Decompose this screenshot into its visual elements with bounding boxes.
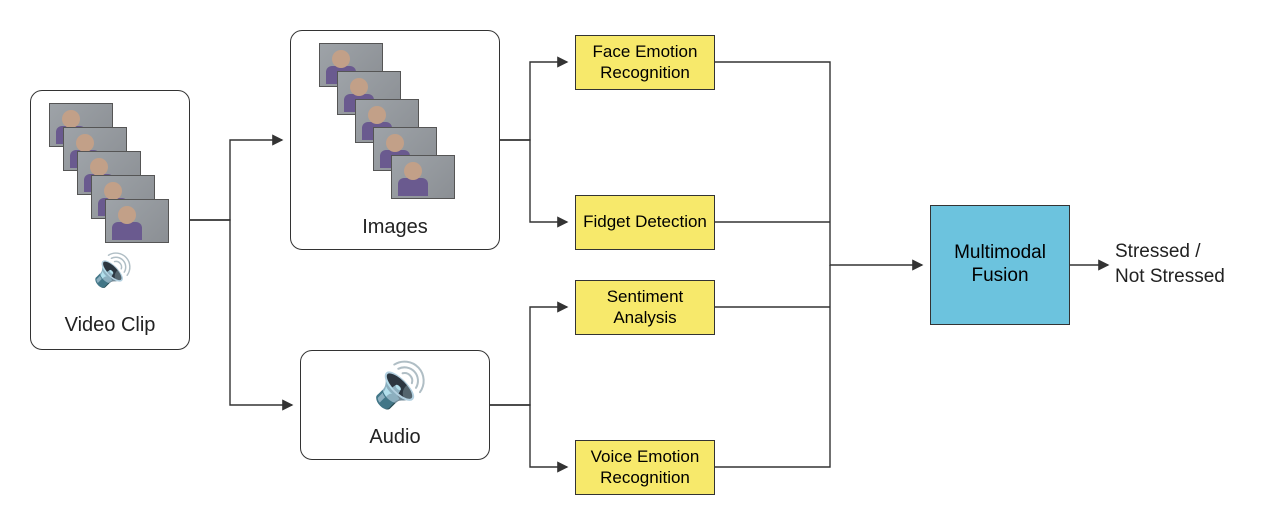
speaker-icon: 🔊 (373, 359, 428, 411)
fidget-label: Fidget Detection (583, 212, 707, 232)
fusion-label: Multimodal Fusion (931, 242, 1069, 288)
face-emotion-label: Face Emotion Recognition (576, 42, 714, 83)
video-clip-label: Video Clip (31, 314, 189, 337)
speaker-icon: 🔊 (93, 251, 133, 289)
video-clip-node: 🔊 Video Clip (30, 90, 190, 350)
sentiment-node: Sentiment Analysis (575, 280, 715, 335)
audio-node: 🔊 Audio (300, 350, 490, 460)
fusion-node: Multimodal Fusion (930, 205, 1070, 325)
face-emotion-node: Face Emotion Recognition (575, 35, 715, 90)
output-label: Stressed / Not Stressed (1115, 240, 1225, 289)
voice-emotion-label: Voice Emotion Recognition (576, 447, 714, 488)
sentiment-label: Sentiment Analysis (576, 287, 714, 328)
audio-label: Audio (301, 426, 489, 449)
images-node: Images (290, 30, 500, 250)
fidget-node: Fidget Detection (575, 195, 715, 250)
images-label: Images (291, 216, 499, 239)
voice-emotion-node: Voice Emotion Recognition (575, 440, 715, 495)
